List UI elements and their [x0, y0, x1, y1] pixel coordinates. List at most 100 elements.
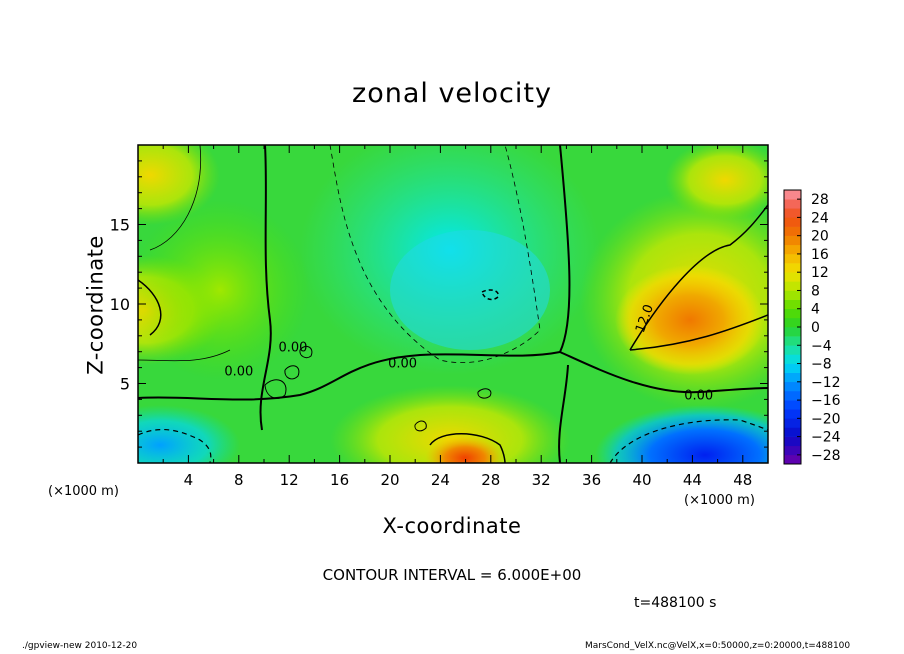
y-tick-label: 10	[110, 295, 130, 314]
colorbar-band	[784, 372, 801, 383]
colorbar-band	[784, 281, 801, 291]
x-tick-label: 4	[184, 471, 194, 489]
x-tick-label: 48	[733, 471, 752, 489]
colorbar-band	[784, 308, 801, 319]
y-axis: 5 10 15	[110, 160, 768, 448]
time-note: t=488100 s	[634, 595, 717, 611]
colorbar-tick-label: 0	[811, 320, 820, 336]
x-tick-label: 36	[582, 471, 601, 489]
orange-bottom	[425, 436, 505, 463]
colorbar: 28 24 20 16 12 8 4 0 −4 −8 −12 −16 −20 −24 −28	[783, 189, 841, 465]
y-tick-label: 5	[120, 375, 130, 394]
colorbar-tick-label: 16	[811, 247, 829, 263]
cyan-core	[390, 230, 550, 350]
y-axis-label: Z-coordinate	[83, 235, 108, 375]
colorbar-band	[784, 445, 801, 456]
colorbar-band	[784, 199, 801, 209]
contour-label: 0.00	[279, 341, 308, 356]
zero-contour-center	[138, 145, 571, 401]
minus-six-contour-right	[609, 419, 768, 463]
small-contour-loop-5	[477, 388, 492, 399]
colorbar-band	[784, 363, 801, 373]
colorbar-tick-label: 12	[811, 265, 829, 281]
x-tick-label: 24	[431, 471, 450, 489]
colorbar-band	[784, 381, 801, 392]
colorbar-tick-label: −12	[811, 375, 841, 391]
heatmap-field: 12.00.000.000.000.00	[138, 145, 768, 463]
small-contour-loop-4	[414, 420, 427, 432]
x-unit-label-right: (×1000 m)	[684, 493, 755, 508]
zero-contour-right	[559, 351, 768, 394]
x-tick-label: 16	[330, 471, 349, 489]
footer-left: ./gpview-new 2010-12-20	[22, 641, 138, 651]
twelve-contour	[629, 204, 768, 351]
colorbar-tick-label: −8	[811, 357, 832, 373]
colorbar-tick-label: −4	[811, 338, 832, 354]
yellow-bottom	[330, 385, 570, 463]
colorbar-band	[784, 272, 801, 282]
x-tick-label: 32	[532, 471, 551, 489]
twelve-contour-lower	[629, 314, 768, 351]
colorbar-band	[784, 390, 801, 401]
colorbar-band	[784, 436, 801, 447]
colorbar-band	[784, 226, 801, 236]
colorbar-band	[784, 299, 801, 310]
colorbar-band	[784, 317, 801, 328]
colorbar-band	[784, 253, 801, 264]
contour-interval-note: CONTOUR INTERVAL = 6.000E+00	[322, 566, 582, 584]
contour-label: 0.00	[224, 365, 253, 380]
colorbar-tick-label: −24	[811, 430, 841, 446]
chart-title: zonal velocity	[352, 78, 552, 109]
minus-six-contour-left	[138, 429, 212, 463]
colorbar-tick-label: 28	[811, 192, 829, 208]
colorbar-tick-label: 24	[811, 210, 829, 226]
colorbar-band	[784, 454, 801, 465]
colorbar-band	[784, 263, 801, 273]
x-axis: 4 8 12 16 20 24 28 32 36 40 44 48	[162, 145, 752, 489]
colorbar-band	[784, 418, 801, 428]
six-contour-top-left	[149, 145, 202, 251]
x-unit-label-left: (×1000 m)	[48, 484, 119, 499]
zero-contour-lower	[558, 364, 569, 463]
small-contour-loop-1	[264, 379, 287, 399]
colorbar-band	[784, 290, 801, 300]
zero-contour-left	[259, 145, 272, 431]
colorbar-band	[784, 244, 801, 255]
colorbar-band	[784, 327, 801, 337]
colorbar-band	[784, 400, 801, 410]
colorbar-tick-label: 4	[811, 302, 820, 318]
x-tick-label: 8	[234, 471, 244, 489]
contour-lines	[138, 145, 768, 463]
x-axis-label: X-coordinate	[382, 514, 522, 538]
twelve-contour-bottom	[429, 433, 506, 463]
colorbar-band	[784, 409, 801, 419]
small-contour-loop-3	[299, 345, 313, 359]
colorbar-band	[784, 336, 801, 346]
colorbar-band	[784, 190, 801, 200]
x-tick-label: 40	[632, 471, 651, 489]
minus-six-contour	[329, 145, 541, 364]
blue-bottom-right	[595, 405, 768, 463]
twelve-contour-left	[138, 279, 162, 336]
colorbar-band	[784, 235, 801, 246]
x-tick-label: 12	[280, 471, 299, 489]
colorbar-band	[784, 217, 801, 227]
contour-label: 0.00	[388, 357, 417, 372]
colorbar-band	[784, 345, 801, 355]
x-tick-label: 20	[380, 471, 399, 489]
colorbar-band	[784, 208, 801, 218]
yellow-top-right	[665, 145, 768, 220]
y-tick-label: 15	[110, 216, 130, 235]
x-tick-label: 44	[683, 471, 702, 489]
colorbar-band	[784, 354, 801, 364]
colorbar-tick-label: −28	[811, 448, 841, 464]
contour-label: 0.00	[684, 388, 713, 403]
x-tick-label: 28	[481, 471, 500, 489]
colorbar-tick-label: 8	[811, 283, 820, 299]
colorbar-tick-label: −20	[811, 411, 841, 427]
blue-bottom-left	[138, 405, 240, 463]
lime-left	[138, 200, 310, 380]
colorbar-band	[784, 427, 801, 437]
